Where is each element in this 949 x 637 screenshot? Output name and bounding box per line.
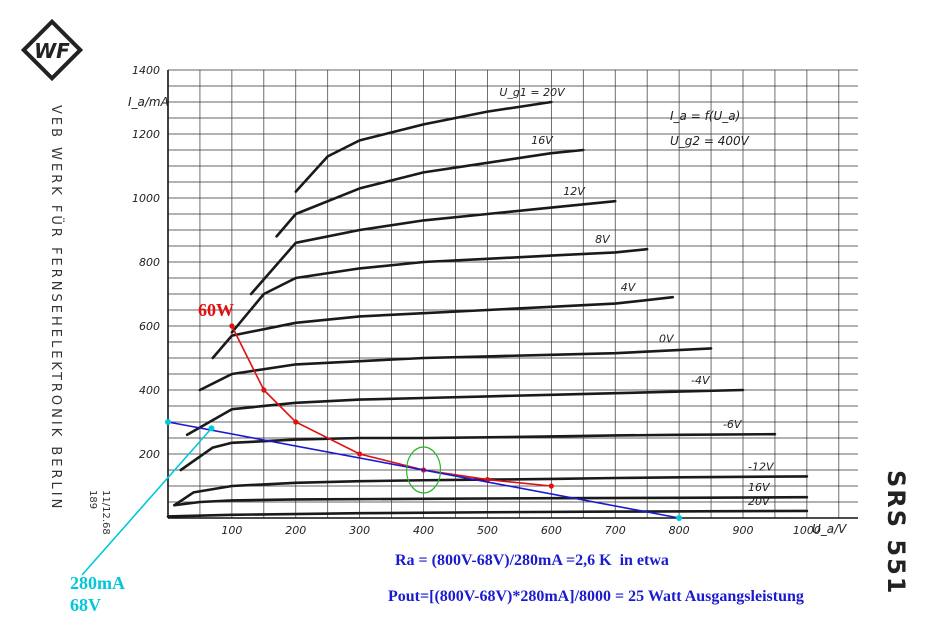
ra-formula: Ra = (800V-68V)/280mA =2,6 K in etwa [395, 552, 669, 569]
pout-formula: Pout=[(800V-68V)*280mA]/8000 = 25 Watt A… [388, 588, 804, 605]
logo-diamond [20, 18, 84, 82]
power-label: 60W [198, 300, 234, 320]
curve-label: 0V [659, 332, 675, 345]
curve-line [230, 247, 649, 334]
curve-legend-line-2: U_g2 = 400V [670, 134, 750, 148]
load-line-point [165, 419, 171, 425]
curve-label: 16V [748, 481, 771, 494]
x-tick-label: 400 [413, 524, 434, 537]
curve-label: 12V [563, 185, 586, 198]
curve-line [198, 347, 713, 392]
y-axis-label: I_a/mA [128, 95, 169, 109]
quiescent-point-circle [405, 446, 442, 494]
y-tick-label: 1400 [132, 64, 160, 77]
wf-logo: WF [20, 18, 84, 82]
curve-label: 4V [621, 281, 637, 294]
power-hyperbola-point [229, 323, 235, 329]
axes [167, 70, 858, 519]
curve-legend-line-1: I_a = f(U_a) [670, 109, 740, 123]
x-tick-label: 1000 [793, 524, 821, 537]
power-hyperbola-point [548, 483, 554, 489]
power-hyperbola-point [484, 477, 491, 483]
x-tick-label: 300 [349, 524, 370, 537]
power-hyperbola-point [293, 419, 299, 425]
x-tick-label: 800 [669, 524, 690, 537]
curve-line [173, 495, 809, 507]
operating-point-voltage: 68V [70, 595, 101, 615]
operating-point-current: 280mA [70, 573, 125, 593]
logo-text: WF [34, 39, 70, 63]
curve-line [275, 148, 585, 238]
operating-point-pointer [81, 427, 213, 576]
curve-label: -12V [748, 460, 775, 473]
x-tick-label: 200 [285, 524, 306, 537]
curve-line [173, 475, 809, 507]
curve-label: 16V [531, 134, 554, 147]
x-tick-label: 900 [733, 524, 754, 537]
curve-line [179, 432, 777, 472]
curve-label: -4V [691, 374, 711, 387]
load-line [167, 421, 680, 519]
curve-line [249, 199, 617, 296]
curve-line [185, 388, 745, 437]
x-tick-label: 600 [541, 524, 562, 537]
y-tick-label: 200 [139, 448, 160, 461]
tube-type-number: SRS 551 [882, 470, 910, 596]
y-tick-label: 800 [139, 256, 160, 269]
x-tick-label: 100 [221, 524, 242, 537]
operating-point-label: 280mA 68V [70, 572, 125, 616]
grid [168, 69, 858, 518]
y-tick-label: 1000 [132, 192, 160, 205]
y-tick-label: 400 [139, 384, 160, 397]
y-tick-label: 1200 [132, 128, 160, 141]
curve-label: 8V [595, 233, 611, 246]
analysis-overlay [81, 323, 683, 576]
curve-line [294, 100, 553, 193]
x-axis-label: U_a/V [812, 522, 847, 536]
tick-labels: 100 200 300 400 500 600 700 800 900 1000 200 400 600… [132, 64, 821, 537]
load-line-point [676, 515, 683, 521]
curve-label: U_g1 = 20V [499, 86, 566, 99]
y-tick-label: 600 [139, 320, 160, 333]
curve-line [211, 295, 675, 360]
document-number: 11/12.68 189 [87, 490, 111, 535]
curve-label: -6V [723, 418, 743, 431]
x-tick-label: 500 [477, 524, 498, 537]
power-hyperbola-point [261, 387, 267, 393]
curve-label: 20V [748, 495, 771, 508]
x-tick-label: 700 [605, 524, 626, 537]
power-hyperbola-point [357, 451, 363, 457]
company-name: VEB WERK FÜR FERNSEHELEKTRONIK BERLIN [48, 105, 63, 512]
